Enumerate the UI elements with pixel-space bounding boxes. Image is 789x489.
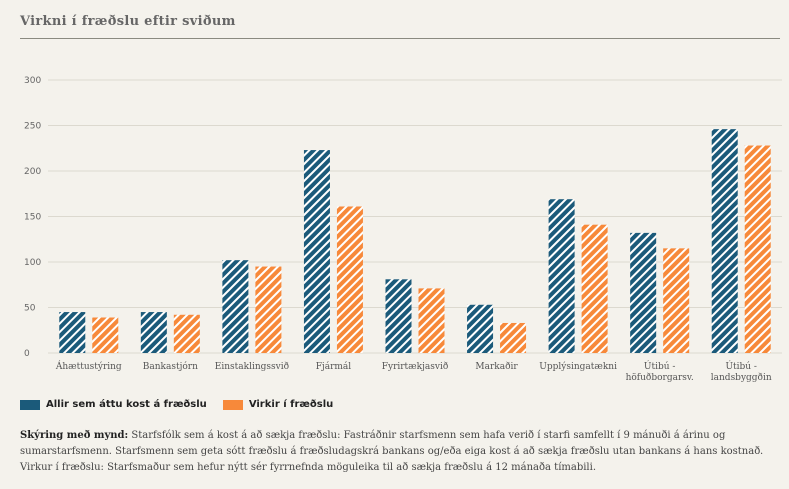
bar-active xyxy=(418,288,445,353)
bars xyxy=(59,129,771,353)
y-tick-label: 0 xyxy=(24,349,30,359)
y-axis-ticks: 0 50 100 150 200 250 300 xyxy=(24,76,41,359)
footnote: Skýring með mynd: Starfsfólk sem á kost … xyxy=(20,428,770,476)
y-tick-label: 200 xyxy=(24,167,41,177)
bar-all xyxy=(303,150,330,353)
bar-active xyxy=(744,145,771,353)
bar-active xyxy=(500,322,527,353)
x-tick-label: Bankastjórn xyxy=(143,361,198,372)
bar-all xyxy=(385,279,412,353)
x-tick-label: Markaðir xyxy=(475,361,518,372)
x-tick-label: Áhættustýring xyxy=(55,360,122,372)
x-tick-label: Útibú - xyxy=(644,360,676,372)
bar-all xyxy=(630,232,657,353)
y-tick-label: 250 xyxy=(24,122,41,132)
y-tick-label: 100 xyxy=(24,258,41,268)
x-tick-label: Upplýsingatækni xyxy=(539,361,617,372)
legend-swatch-active xyxy=(222,399,243,410)
legend-label-active: Virkir í fræðslu xyxy=(248,399,334,410)
x-tick-label: Fjármál xyxy=(316,361,352,372)
bar-all xyxy=(59,312,86,353)
bar-active xyxy=(336,206,363,353)
y-tick-label: 150 xyxy=(24,213,41,223)
y-tick-label: 300 xyxy=(24,76,41,86)
bar-all xyxy=(711,129,738,353)
x-tick-label: höfuðborgarsv. xyxy=(626,372,694,383)
bar-active xyxy=(92,317,119,353)
footnote-label: Skýring með mynd: xyxy=(20,430,129,441)
bar-all xyxy=(467,304,494,353)
bar-active xyxy=(173,314,200,353)
footnote-text: Starfsfólk sem á kost á að sækja fræðslu… xyxy=(20,430,764,473)
x-tick-label: Útibú - xyxy=(725,360,757,372)
legend-item-active: Virkir í fræðslu xyxy=(222,399,334,410)
legend: Allir sem áttu kost á fræðslu Virkir í f… xyxy=(20,399,333,410)
x-tick-label: landsbyggðin xyxy=(711,372,772,383)
chart-title: Virkni í fræðslu eftir sviðum xyxy=(20,14,236,29)
legend-item-all: Allir sem áttu kost á fræðslu xyxy=(20,399,207,410)
x-axis-ticks: Áhættustýring Bankastjórn Einstaklingssvið… xyxy=(55,360,772,383)
bar-chart: 0 50 100 150 200 250 300 Áhættustýring Bankastj… xyxy=(24,76,782,383)
gridlines xyxy=(48,79,782,354)
legend-label-all: Allir sem áttu kost á fræðslu xyxy=(46,399,207,410)
bar-active xyxy=(255,266,282,353)
x-tick-label: Einstaklingssvið xyxy=(215,361,289,372)
bar-all xyxy=(222,260,249,353)
bar-all xyxy=(548,199,575,353)
bar-active xyxy=(581,224,608,353)
legend-swatch-all xyxy=(20,399,40,410)
y-tick-label: 50 xyxy=(24,304,36,314)
title-divider xyxy=(20,38,780,39)
bar-all xyxy=(140,312,167,353)
x-tick-label: Fyrirtækjasvið xyxy=(382,361,449,372)
bar-active xyxy=(663,248,690,353)
